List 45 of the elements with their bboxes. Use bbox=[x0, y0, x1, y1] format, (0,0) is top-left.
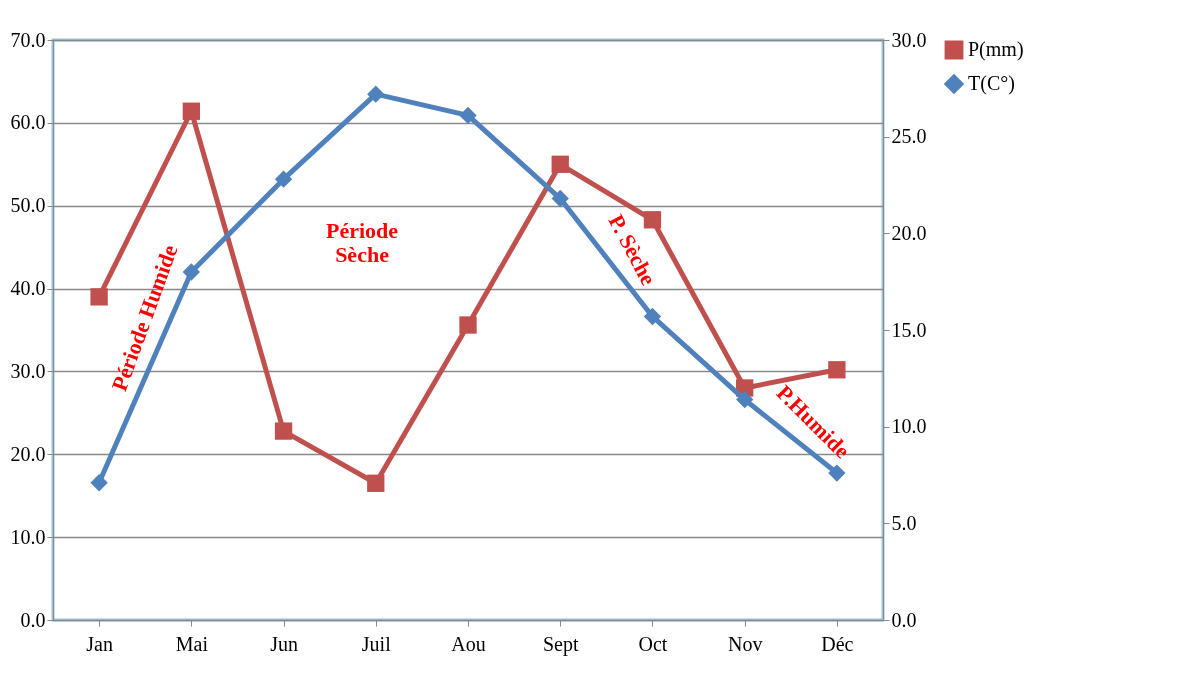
y-tick-label: 0.0 bbox=[20, 608, 46, 631]
x-tick-label: Jan bbox=[86, 632, 113, 655]
y-tick-label: 60.0 bbox=[10, 111, 46, 134]
legend-label: P(mm) bbox=[968, 38, 1024, 61]
y2-tick-label: 0.0 bbox=[891, 608, 917, 631]
legend-label: T(C°) bbox=[968, 72, 1015, 95]
point bbox=[736, 390, 754, 409]
point bbox=[459, 106, 477, 125]
x-tick-label: Nov bbox=[727, 632, 763, 655]
y-tick-label: 30.0 bbox=[10, 359, 46, 382]
y-tick-label: 40.0 bbox=[10, 277, 46, 300]
point bbox=[459, 316, 477, 334]
point bbox=[828, 464, 846, 482]
y-tick-label: 50.0 bbox=[10, 194, 46, 217]
point bbox=[367, 474, 385, 492]
y-tick-label: 70.0 bbox=[10, 28, 46, 51]
point bbox=[182, 263, 200, 281]
y2-tick-label: 20.0 bbox=[891, 221, 927, 244]
y2-tick-label: 15.0 bbox=[891, 318, 927, 341]
x-tick-label: Aou bbox=[451, 632, 486, 655]
x-tick-label: Déc bbox=[821, 632, 854, 655]
point bbox=[182, 102, 200, 120]
y-tick-label: 10.0 bbox=[10, 525, 46, 548]
y2-tick-label: 10.0 bbox=[891, 415, 927, 438]
point bbox=[274, 170, 293, 188]
point bbox=[643, 307, 662, 326]
annotation: P. Sèche bbox=[603, 210, 662, 290]
y2-tick-label: 5.0 bbox=[891, 511, 917, 534]
point bbox=[274, 422, 293, 440]
point bbox=[551, 155, 569, 173]
point bbox=[828, 361, 846, 379]
x-tick-label: Mai bbox=[175, 632, 209, 655]
point bbox=[90, 474, 108, 492]
x-tick-label: Oct bbox=[638, 632, 668, 655]
x-tick-label: Jun bbox=[270, 632, 298, 655]
y2-tick-label: 25.0 bbox=[891, 125, 927, 148]
point bbox=[90, 288, 108, 306]
point bbox=[551, 189, 569, 208]
point bbox=[367, 85, 385, 103]
y-tick-label: 20.0 bbox=[10, 442, 46, 465]
x-tick-label: Sept bbox=[542, 632, 579, 656]
point bbox=[643, 211, 662, 229]
x-tick-label: Juil bbox=[361, 632, 392, 655]
y2-tick-label: 30.0 bbox=[891, 28, 927, 51]
annotation: Période Sèche bbox=[325, 218, 399, 267]
